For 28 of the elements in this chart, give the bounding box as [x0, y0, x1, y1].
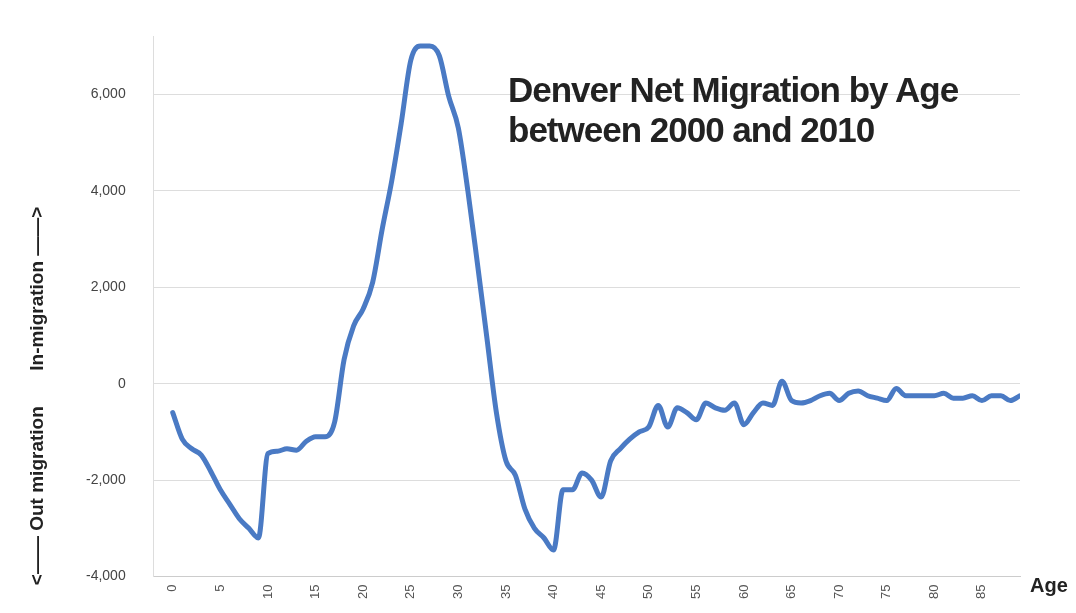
- x-tick-label: 40: [545, 584, 561, 600]
- x-tick-label: 80: [925, 584, 941, 600]
- y-tick-label: -4,000: [85, 567, 126, 584]
- x-tick-label: 15: [307, 584, 323, 600]
- x-tick-label: 5: [211, 584, 227, 592]
- x-tick-label: 20: [354, 584, 370, 600]
- x-tick-label: 70: [830, 584, 846, 600]
- y-tick-label: 4,000: [90, 181, 126, 198]
- x-tick-label: 25: [402, 584, 418, 600]
- x-tick-label: 60: [735, 584, 751, 600]
- x-tick-label: 85: [973, 584, 989, 600]
- x-tick-label: 45: [592, 584, 608, 600]
- x-axis-title: Age: [1030, 574, 1068, 597]
- x-tick-label: 10: [259, 584, 275, 600]
- x-tick-label: 55: [687, 584, 703, 600]
- x-tick-label: 30: [449, 584, 465, 600]
- y-tick-label: -2,000: [85, 471, 126, 487]
- x-tick-label: 75: [878, 584, 894, 600]
- x-tick-label: 0: [164, 584, 180, 592]
- x-tick-label: 50: [640, 584, 656, 600]
- y-tick-label: 6,000: [90, 85, 126, 102]
- text: In-migration ——>: [26, 206, 48, 371]
- y-tick-label: 2,000: [90, 278, 126, 295]
- text: Denver Net Migration by Age between 2000 and 2010: [508, 70, 960, 150]
- text: <—— Out migration: [26, 406, 48, 586]
- y-tick-label: 0: [117, 374, 126, 391]
- x-tick-label: 35: [497, 584, 513, 600]
- x-tick-label: 65: [783, 584, 799, 600]
